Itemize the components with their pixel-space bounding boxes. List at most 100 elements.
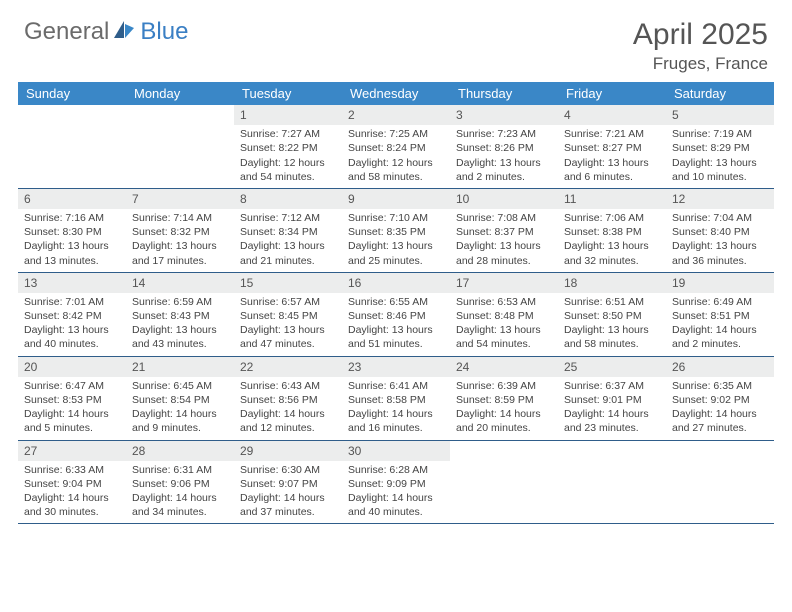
sunset-text: Sunset: 8:54 PM: [132, 393, 228, 407]
day-number: 22: [234, 357, 342, 377]
sunrise-text: Sunrise: 7:01 AM: [24, 295, 120, 309]
sunrise-text: Sunrise: 6:57 AM: [240, 295, 336, 309]
day-number: 30: [342, 441, 450, 461]
day-number: 21: [126, 357, 234, 377]
day-body: Sunrise: 7:21 AMSunset: 8:27 PMDaylight:…: [558, 125, 666, 188]
daylight-text: Daylight: 14 hours and 12 minutes.: [240, 407, 336, 435]
daylight-text: Daylight: 13 hours and 36 minutes.: [672, 239, 768, 267]
daylight-text: Daylight: 12 hours and 58 minutes.: [348, 156, 444, 184]
sunrise-text: Sunrise: 7:08 AM: [456, 211, 552, 225]
sunrise-text: Sunrise: 6:47 AM: [24, 379, 120, 393]
day-cell: 28Sunrise: 6:31 AMSunset: 9:06 PMDayligh…: [126, 441, 234, 524]
daylight-text: Daylight: 14 hours and 16 minutes.: [348, 407, 444, 435]
day-body: Sunrise: 6:43 AMSunset: 8:56 PMDaylight:…: [234, 377, 342, 440]
day-body: Sunrise: 6:35 AMSunset: 9:02 PMDaylight:…: [666, 377, 774, 440]
sunset-text: Sunset: 8:58 PM: [348, 393, 444, 407]
day-number: 11: [558, 189, 666, 209]
day-cell: 0: [126, 105, 234, 188]
daylight-text: Daylight: 13 hours and 28 minutes.: [456, 239, 552, 267]
week-row: 6Sunrise: 7:16 AMSunset: 8:30 PMDaylight…: [18, 189, 774, 273]
day-body: Sunrise: 6:49 AMSunset: 8:51 PMDaylight:…: [666, 293, 774, 356]
daylight-text: Daylight: 14 hours and 37 minutes.: [240, 491, 336, 519]
sunset-text: Sunset: 8:56 PM: [240, 393, 336, 407]
day-body: Sunrise: 6:33 AMSunset: 9:04 PMDaylight:…: [18, 461, 126, 524]
day-cell: 3Sunrise: 7:23 AMSunset: 8:26 PMDaylight…: [450, 105, 558, 188]
day-cell: 29Sunrise: 6:30 AMSunset: 9:07 PMDayligh…: [234, 441, 342, 524]
day-cell: 8Sunrise: 7:12 AMSunset: 8:34 PMDaylight…: [234, 189, 342, 272]
day-body: Sunrise: 6:37 AMSunset: 9:01 PMDaylight:…: [558, 377, 666, 440]
day-number: 14: [126, 273, 234, 293]
sunrise-text: Sunrise: 7:06 AM: [564, 211, 660, 225]
daylight-text: Daylight: 13 hours and 6 minutes.: [564, 156, 660, 184]
header: General Blue April 2025 Fruges, France: [0, 0, 792, 82]
day-body: Sunrise: 7:23 AMSunset: 8:26 PMDaylight:…: [450, 125, 558, 188]
day-cell: 17Sunrise: 6:53 AMSunset: 8:48 PMDayligh…: [450, 273, 558, 356]
day-body: Sunrise: 6:55 AMSunset: 8:46 PMDaylight:…: [342, 293, 450, 356]
sunset-text: Sunset: 8:37 PM: [456, 225, 552, 239]
day-number: 5: [666, 105, 774, 125]
day-number: 12: [666, 189, 774, 209]
day-body: Sunrise: 7:16 AMSunset: 8:30 PMDaylight:…: [18, 209, 126, 272]
day-body: Sunrise: 7:04 AMSunset: 8:40 PMDaylight:…: [666, 209, 774, 272]
day-cell: 18Sunrise: 6:51 AMSunset: 8:50 PMDayligh…: [558, 273, 666, 356]
sunset-text: Sunset: 9:01 PM: [564, 393, 660, 407]
sunrise-text: Sunrise: 7:10 AM: [348, 211, 444, 225]
calendar: SundayMondayTuesdayWednesdayThursdayFrid…: [0, 82, 792, 524]
daylight-text: Daylight: 14 hours and 30 minutes.: [24, 491, 120, 519]
sunset-text: Sunset: 8:45 PM: [240, 309, 336, 323]
day-cell: 9Sunrise: 7:10 AMSunset: 8:35 PMDaylight…: [342, 189, 450, 272]
day-cell: 2Sunrise: 7:25 AMSunset: 8:24 PMDaylight…: [342, 105, 450, 188]
daylight-text: Daylight: 14 hours and 2 minutes.: [672, 323, 768, 351]
sunset-text: Sunset: 8:59 PM: [456, 393, 552, 407]
sunrise-text: Sunrise: 6:37 AM: [564, 379, 660, 393]
day-body: Sunrise: 7:12 AMSunset: 8:34 PMDaylight:…: [234, 209, 342, 272]
day-body: Sunrise: 6:59 AMSunset: 8:43 PMDaylight:…: [126, 293, 234, 356]
day-body: Sunrise: 6:39 AMSunset: 8:59 PMDaylight:…: [450, 377, 558, 440]
sunset-text: Sunset: 8:46 PM: [348, 309, 444, 323]
daylight-text: Daylight: 14 hours and 9 minutes.: [132, 407, 228, 435]
day-cell: 6Sunrise: 7:16 AMSunset: 8:30 PMDaylight…: [18, 189, 126, 272]
sunrise-text: Sunrise: 6:55 AM: [348, 295, 444, 309]
day-body: Sunrise: 6:47 AMSunset: 8:53 PMDaylight:…: [18, 377, 126, 440]
sunset-text: Sunset: 8:22 PM: [240, 141, 336, 155]
daylight-text: Daylight: 13 hours and 17 minutes.: [132, 239, 228, 267]
sunset-text: Sunset: 9:09 PM: [348, 477, 444, 491]
logo-text-general: General: [24, 18, 109, 46]
sunrise-text: Sunrise: 6:45 AM: [132, 379, 228, 393]
day-number: 26: [666, 357, 774, 377]
sunrise-text: Sunrise: 7:14 AM: [132, 211, 228, 225]
weekday-header-row: SundayMondayTuesdayWednesdayThursdayFrid…: [18, 82, 774, 105]
day-cell: 1Sunrise: 7:27 AMSunset: 8:22 PMDaylight…: [234, 105, 342, 188]
daylight-text: Daylight: 12 hours and 54 minutes.: [240, 156, 336, 184]
day-body: Sunrise: 6:51 AMSunset: 8:50 PMDaylight:…: [558, 293, 666, 356]
day-cell: 0: [666, 441, 774, 524]
day-cell: 5Sunrise: 7:19 AMSunset: 8:29 PMDaylight…: [666, 105, 774, 188]
sunrise-text: Sunrise: 7:19 AM: [672, 127, 768, 141]
daylight-text: Daylight: 13 hours and 58 minutes.: [564, 323, 660, 351]
sunset-text: Sunset: 8:32 PM: [132, 225, 228, 239]
day-number: 27: [18, 441, 126, 461]
sunset-text: Sunset: 8:24 PM: [348, 141, 444, 155]
day-cell: 15Sunrise: 6:57 AMSunset: 8:45 PMDayligh…: [234, 273, 342, 356]
weekday-header: Tuesday: [234, 82, 342, 105]
sunrise-text: Sunrise: 6:28 AM: [348, 463, 444, 477]
day-body: Sunrise: 6:57 AMSunset: 8:45 PMDaylight:…: [234, 293, 342, 356]
day-cell: 7 Sunrise: 7:14 AMSunset: 8:32 PMDaylight…: [126, 189, 234, 272]
sunset-text: Sunset: 8:51 PM: [672, 309, 768, 323]
sunset-text: Sunset: 8:38 PM: [564, 225, 660, 239]
day-cell: 0: [18, 105, 126, 188]
day-number: 7: [126, 189, 234, 209]
day-number: 29: [234, 441, 342, 461]
daylight-text: Daylight: 13 hours and 10 minutes.: [672, 156, 768, 184]
week-row: 13Sunrise: 7:01 AMSunset: 8:42 PMDayligh…: [18, 273, 774, 357]
sunset-text: Sunset: 8:30 PM: [24, 225, 120, 239]
day-number: 6: [18, 189, 126, 209]
day-cell: 23Sunrise: 6:41 AMSunset: 8:58 PMDayligh…: [342, 357, 450, 440]
daylight-text: Daylight: 13 hours and 54 minutes.: [456, 323, 552, 351]
sunrise-text: Sunrise: 6:31 AM: [132, 463, 228, 477]
week-row: 27Sunrise: 6:33 AMSunset: 9:04 PMDayligh…: [18, 441, 774, 525]
day-cell: 20Sunrise: 6:47 AMSunset: 8:53 PMDayligh…: [18, 357, 126, 440]
day-body: Sunrise: 7:08 AMSunset: 8:37 PMDaylight:…: [450, 209, 558, 272]
day-number: 24: [450, 357, 558, 377]
day-cell: 22Sunrise: 6:43 AMSunset: 8:56 PMDayligh…: [234, 357, 342, 440]
